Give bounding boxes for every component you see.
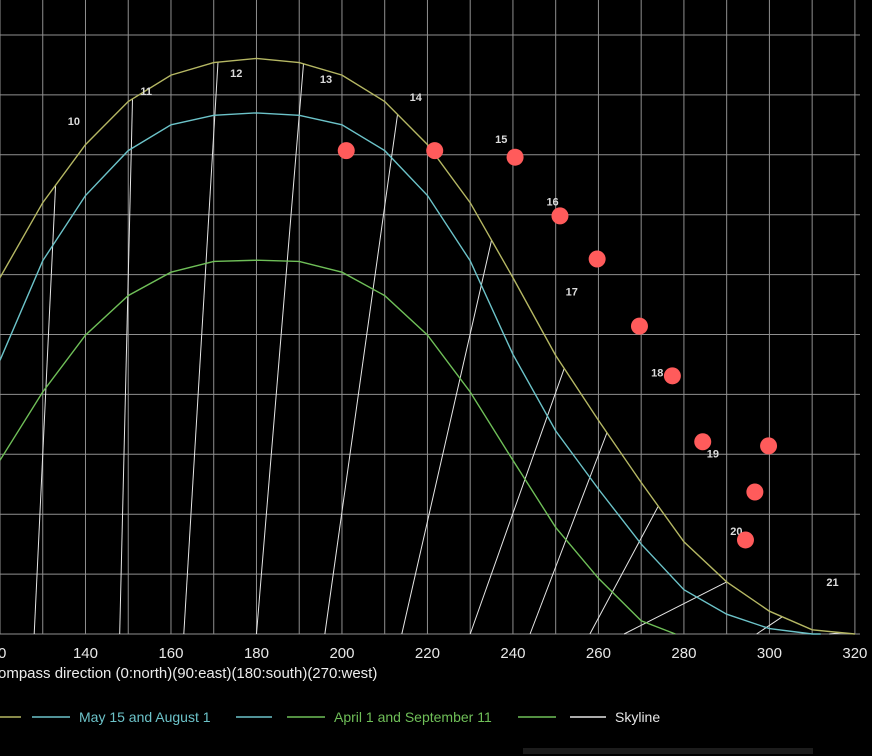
x-axis-label: ompass direction (0:north)(90:east)(180:…	[0, 665, 377, 682]
series-line-3	[0, 259, 676, 635]
x-tick-label: 180	[244, 645, 269, 662]
skyline-point	[426, 142, 444, 160]
x-axis-tick-labels: 0 140 160 180 200 220 240 260 280 300 320	[0, 645, 867, 662]
series-line-2	[0, 112, 821, 635]
hour-line-13	[255, 63, 304, 635]
hour-label-19: 19	[707, 448, 719, 460]
bottom-bar	[523, 748, 813, 754]
hour-line-19	[623, 581, 727, 635]
hour-label-21: 21	[826, 577, 838, 589]
hour-label-14: 14	[410, 92, 423, 104]
skyline-point	[760, 437, 778, 455]
x-tick-label: 260	[586, 645, 611, 662]
hour-label-11: 11	[140, 86, 152, 98]
skyline-point	[736, 531, 754, 549]
legend-label: Skyline	[615, 709, 660, 725]
x-tick-label: 320	[842, 645, 867, 662]
hour-lines	[33, 62, 843, 635]
x-tick-label: 220	[415, 645, 440, 662]
hour-line-16	[469, 368, 565, 635]
x-tick-label: 140	[73, 645, 98, 662]
legend-label: April 1 and September 11	[334, 709, 492, 725]
hour-line-10	[33, 185, 57, 635]
hour-label-12: 12	[230, 68, 242, 80]
hour-label-16: 16	[546, 197, 558, 209]
hour-label-13: 13	[320, 74, 332, 86]
hour-label-15: 15	[495, 134, 507, 146]
hour-label-18: 18	[651, 367, 663, 379]
skyline-point	[588, 250, 606, 268]
hour-line-14	[324, 114, 399, 635]
skyline-point	[337, 142, 355, 160]
hour-line-20	[756, 616, 783, 635]
x-tick-label: 160	[158, 645, 183, 662]
skyline-point	[630, 317, 648, 335]
legend-label: May 15 and August 1	[79, 709, 211, 725]
legend: May 15 and August 1 April 1 and September…	[0, 709, 660, 725]
hour-label-17: 17	[566, 287, 578, 299]
skyline-points	[337, 142, 778, 549]
skyline-point	[694, 433, 712, 451]
x-tick-label: 240	[500, 645, 525, 662]
skyline-point	[746, 483, 764, 501]
x-tick-label: 200	[329, 645, 354, 662]
hour-line-15	[401, 240, 493, 635]
x-tick-label: 300	[757, 645, 782, 662]
hour-line-17	[529, 432, 608, 635]
skyline-point	[663, 367, 681, 385]
skyline-point	[506, 148, 524, 166]
grid	[0, 0, 860, 635]
x-tick-label: 280	[671, 645, 696, 662]
hour-line-18	[589, 505, 659, 635]
series-line-1	[0, 57, 855, 635]
skyline-point	[551, 207, 569, 225]
hour-line-11	[119, 98, 134, 635]
x-tick-label: 0	[0, 645, 6, 662]
hour-label-10: 10	[68, 116, 80, 128]
sun-path-curves	[0, 57, 855, 635]
hour-line-12	[183, 62, 219, 635]
